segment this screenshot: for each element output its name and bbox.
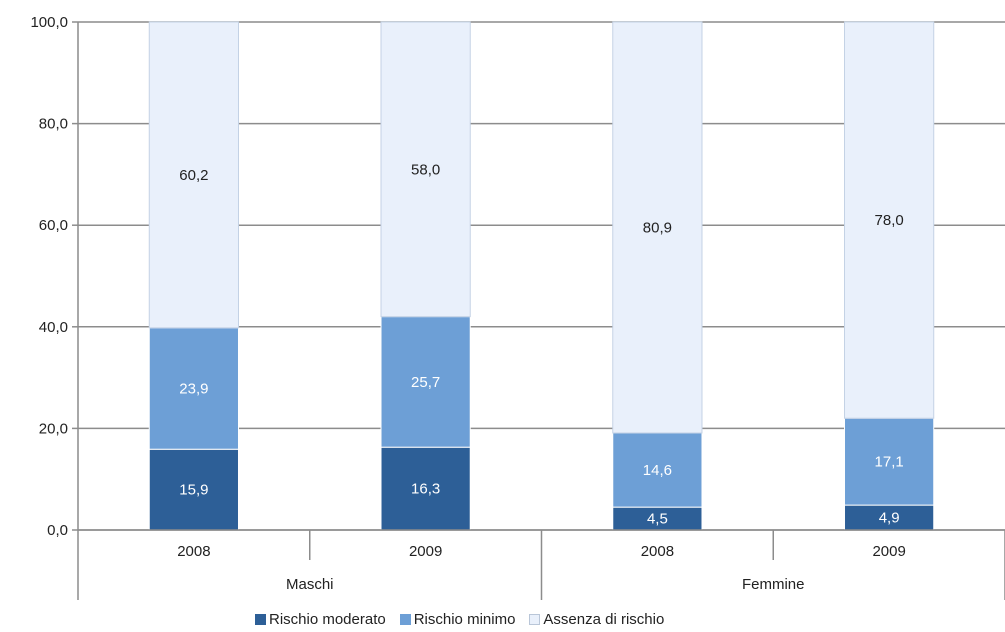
- bar-segment: [612, 21, 703, 434]
- legend-item-rischio-moderato: Rischio moderato: [255, 611, 386, 628]
- data-label: 58,0: [411, 161, 440, 178]
- x-tick-label: 2008: [641, 543, 674, 560]
- y-tick-label: 40,0: [39, 319, 68, 336]
- bar-segment: [380, 316, 471, 448]
- y-tick-label: 60,0: [39, 217, 68, 234]
- data-label: 80,9: [643, 219, 672, 236]
- x-tick-label: 2009: [872, 543, 905, 560]
- data-label: 78,0: [875, 212, 904, 229]
- data-label: 4,5: [647, 511, 668, 528]
- bar-segment: [844, 417, 935, 506]
- bar-segment: [844, 504, 935, 531]
- data-label: 25,7: [411, 374, 440, 391]
- legend-label-assenza-di-rischio: Assenza di rischio: [543, 610, 665, 628]
- legend-item-rischio-minimo: Rischio minimo: [399, 610, 516, 628]
- data-label: 23,9: [179, 381, 208, 398]
- data-label: 60,2: [179, 167, 208, 184]
- x-tick-label: 2008: [177, 543, 210, 560]
- x-tick-label: 2009: [409, 543, 442, 560]
- bar-segment: [148, 448, 239, 531]
- y-tick-label: 20,0: [39, 420, 68, 437]
- legend-swatch-assenza-di-rischio: [529, 613, 541, 625]
- legend-label-rischio-minimo: Rischio minimo: [413, 610, 516, 628]
- y-tick-label: 0,0: [47, 522, 68, 539]
- legend-swatch-rischio-minimo: [399, 613, 411, 625]
- bar-segment: [148, 21, 239, 329]
- bar-segment: [380, 21, 471, 318]
- data-label: 15,9: [179, 482, 208, 499]
- stacked-bar-chart: 0,0 20,0 40,0 60,0 80,0 100,0 15,9 23,9 60,2 16,3…: [30, 14, 1005, 600]
- legend-label-rischio-moderato: Rischio moderato: [269, 610, 386, 628]
- data-label: 4,9: [879, 510, 900, 527]
- y-tick-label: 100,0: [30, 14, 68, 31]
- bar-segment: [148, 327, 239, 450]
- group-label: Maschi: [286, 576, 334, 593]
- legend: Rischio moderato Rischio minimo Assenza …: [255, 609, 664, 629]
- y-tick-label: 80,0: [39, 116, 68, 133]
- group-label: Femmine: [742, 576, 805, 593]
- data-label: 16,3: [411, 481, 440, 498]
- legend-item-assenza-di-rischio: Assenza di rischio: [529, 611, 664, 628]
- data-label: 14,6: [643, 462, 672, 479]
- legend-swatch-rischio-moderato: [255, 613, 266, 625]
- bar-segment: [844, 21, 935, 419]
- data-label: 17,1: [875, 454, 904, 471]
